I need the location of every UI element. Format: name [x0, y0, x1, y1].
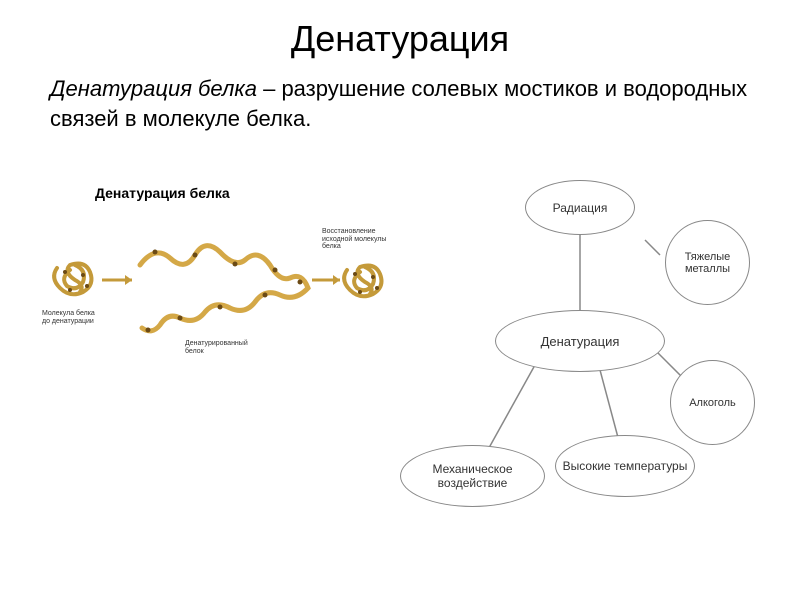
- bubble-center: Денатурация: [495, 310, 665, 372]
- protein-globular-before: [54, 264, 91, 295]
- bubble-high-temp: Высокие температуры: [555, 435, 695, 497]
- bubble-high-temp-label: Высокие температуры: [563, 459, 688, 473]
- bubble-radiation-label: Радиация: [553, 201, 608, 215]
- label-before: Молекула белка до денатурации: [42, 310, 97, 325]
- bubble-radiation: Радиация: [525, 180, 635, 235]
- bubble-heavy-metals-label: Тяжелые металлы: [670, 251, 745, 275]
- protein-globular-restored: [344, 266, 381, 297]
- bubble-mechanical-label: Механическое воздействие: [405, 462, 540, 490]
- bubble-alcohol-label: Алкоголь: [689, 397, 736, 409]
- page-title: Денатурация: [0, 0, 800, 60]
- bubble-mechanical: Механическое воздействие: [400, 445, 545, 507]
- bubble-heavy-metals: Тяжелые металлы: [665, 220, 750, 305]
- label-restored: Восстановление исходной молекулы белка: [322, 228, 392, 251]
- bubble-alcohol: Алкоголь: [670, 360, 755, 445]
- diagram-subtitle: Денатурация белка: [95, 185, 230, 201]
- definition-term: Денатурация белка: [50, 76, 257, 101]
- bubble-center-label: Денатурация: [541, 334, 620, 349]
- protein-diagram: Молекула белка до денатурации Денатуриро…: [40, 210, 400, 380]
- concept-map: Радиация Тяжелые металлы Денатурация Алк…: [390, 175, 790, 585]
- protein-denatured: [140, 246, 308, 333]
- label-denatured: Денатурированный белок: [185, 340, 265, 355]
- definition-text: Денатурация белка – разрушение солевых м…: [0, 60, 800, 133]
